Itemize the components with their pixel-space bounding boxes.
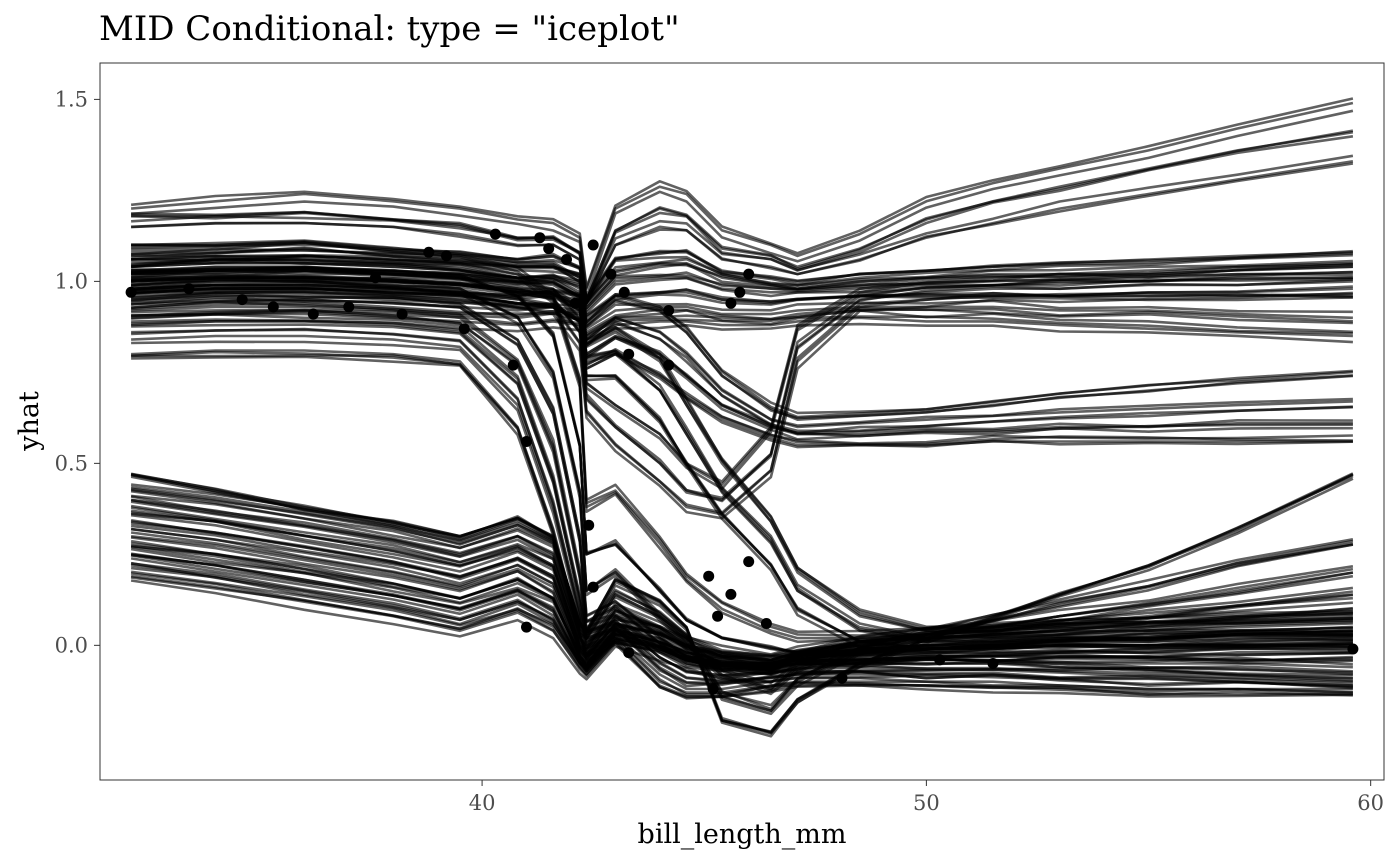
- ice-line-upper_stable-5-3: [131, 309, 1353, 338]
- observed-point-24: [725, 297, 737, 309]
- observed-point-32: [712, 610, 724, 622]
- ice-line-upper_high_stable-0-1: [131, 109, 1354, 299]
- observed-point-17: [569, 297, 581, 309]
- observed-point-23: [663, 359, 675, 371]
- ice-line-lower_group-7-3: [130, 547, 1353, 665]
- observed-point-21: [623, 348, 635, 360]
- observed-point-1: [183, 283, 195, 295]
- ice-line-upper_drop_to_low-6-3: [131, 328, 1353, 688]
- observed-point-12: [507, 359, 519, 371]
- observed-point-15: [543, 243, 555, 255]
- x-tick-label-2: 60: [1357, 791, 1384, 815]
- observed-point-10: [458, 323, 470, 335]
- x-axis: 40 50 60: [469, 780, 1384, 815]
- chart-title: MID Conditional: type = "iceplot": [99, 9, 680, 49]
- observed-point-13: [521, 436, 532, 447]
- ice-line-lower_group-8-4: [130, 557, 1353, 669]
- ice-line-lower_group-5-3: [130, 527, 1353, 657]
- observed-point-37: [836, 672, 848, 684]
- x-tick-label-1: 50: [913, 791, 940, 815]
- observed-point-39: [987, 658, 999, 669]
- observed-point-40: [1347, 643, 1359, 655]
- observed-point-8: [423, 246, 435, 258]
- ice-line-upper_drop_to_low-5-1: [131, 318, 1353, 683]
- ice-line-upper_to_mid-0-2: [131, 246, 1353, 420]
- observed-point-11: [489, 228, 501, 240]
- observed-point-38: [934, 654, 946, 666]
- observed-point-34: [743, 556, 755, 568]
- ice-line-upper_to_mid-3-1: [131, 290, 1353, 449]
- y-axis-title: yhat: [14, 391, 45, 452]
- ice-line-upper_drop_to_low-7-3: [131, 350, 1353, 698]
- observed-point-31: [703, 570, 715, 582]
- observed-point-0: [125, 286, 137, 298]
- ice-line-upper_drop_to_low-7-0: [131, 349, 1353, 694]
- observed-point-5: [343, 301, 355, 313]
- observed-point-28: [583, 519, 595, 531]
- y-tick-label-3: 1.5: [55, 87, 88, 111]
- plot-panel: [99, 62, 1385, 781]
- observed-points-layer: [125, 228, 1359, 695]
- ice-line-upper_high_stable-1-2: [131, 135, 1354, 305]
- ice-line-upper_drop_to_low-6-0: [131, 334, 1353, 694]
- observed-point-22: [663, 305, 675, 316]
- observed-point-29: [587, 581, 599, 593]
- observed-point-18: [587, 239, 599, 251]
- observed-point-26: [743, 268, 755, 280]
- observed-point-16: [561, 254, 572, 265]
- observed-point-6: [370, 272, 381, 284]
- observed-point-9: [441, 250, 452, 262]
- observed-point-33: [725, 588, 737, 600]
- ice-line-upper_drop_to_low-7-2: [131, 355, 1353, 700]
- ice-line-upper_high_stable-2-2: [131, 154, 1354, 300]
- ice-line-lower_group-9-1: [130, 579, 1353, 686]
- observed-point-7: [396, 308, 408, 320]
- ice-line-upper_high_stable-0-2: [130, 97, 1354, 289]
- observed-point-3: [267, 301, 279, 313]
- ice-line-lower_group-9-4: [130, 572, 1353, 677]
- y-tick-label-2: 1.0: [55, 269, 88, 293]
- ice-line-lower_group-4-4: [130, 513, 1353, 656]
- observed-point-14: [534, 232, 546, 244]
- y-axis: 0.0 0.5 1.0 1.5: [55, 87, 100, 657]
- observed-point-19: [605, 268, 617, 280]
- observed-point-27: [521, 621, 532, 633]
- ice-line-upper_dip_recover-2-1: [131, 288, 1353, 520]
- y-tick-label-1: 0.5: [55, 451, 88, 475]
- y-tick-label-0: 0.0: [55, 633, 88, 657]
- observed-point-25: [734, 286, 746, 298]
- x-axis-title: bill_length_mm: [638, 819, 847, 850]
- ice-line-lower_group-2-4: [130, 494, 1354, 685]
- observed-point-4: [307, 308, 319, 320]
- observed-point-35: [760, 618, 772, 629]
- observed-point-20: [618, 286, 630, 298]
- observed-point-2: [236, 294, 248, 306]
- ice-line-upper_high_stable-0-0: [130, 101, 1354, 291]
- ice-lines-layer: [130, 97, 1354, 738]
- ice-line-upper_high_stable-2-1: [131, 162, 1354, 305]
- observed-point-36: [707, 683, 719, 695]
- x-tick-label-0: 40: [469, 791, 496, 815]
- observed-point-30: [623, 647, 635, 659]
- ice-line-lower_group-1-2: [130, 488, 1354, 713]
- ice-line-lower_group-1-4: [130, 483, 1354, 707]
